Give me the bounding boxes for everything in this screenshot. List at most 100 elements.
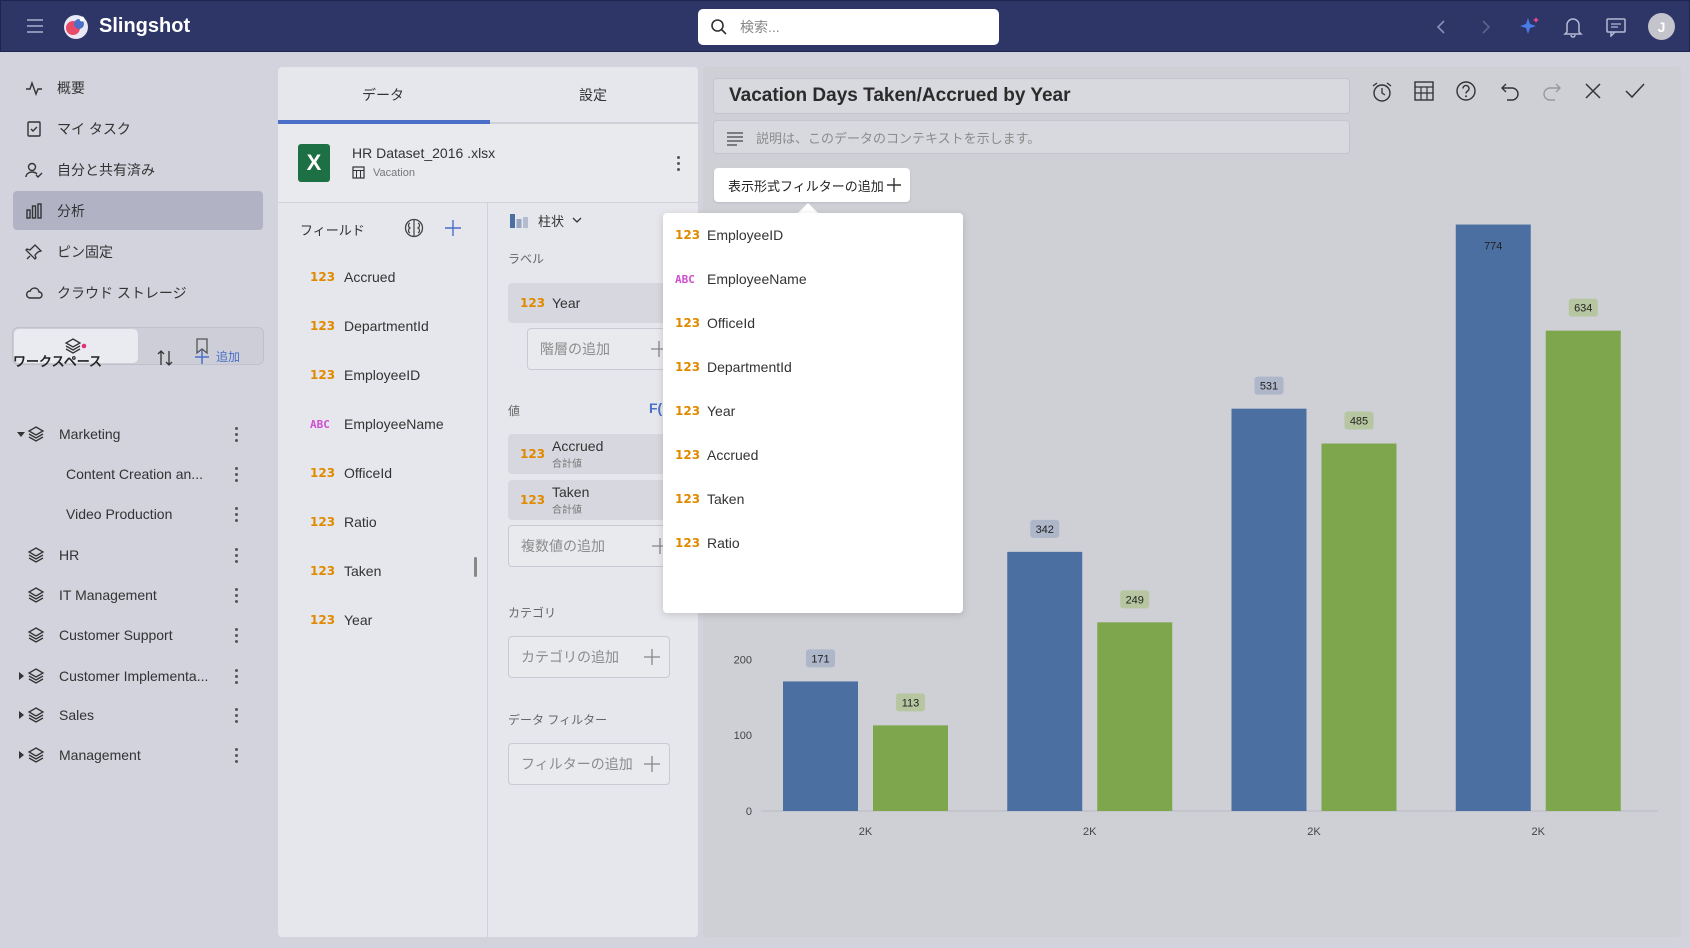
nav-analytics[interactable]: 分析 — [13, 191, 263, 230]
y-tick-label: 100 — [734, 730, 752, 742]
field-item[interactable]: 123 DepartmentId — [310, 314, 429, 338]
field-item[interactable]: ABC EmployeeName — [310, 412, 444, 436]
ai-sparkle-icon[interactable] — [1517, 15, 1541, 39]
brain-icon[interactable] — [403, 217, 425, 239]
bar-taken — [873, 725, 948, 811]
alarm-icon[interactable] — [1369, 79, 1395, 105]
visualization-title-input[interactable]: Vacation Days Taken/Accrued by Year — [713, 78, 1350, 114]
tab-data[interactable]: データ — [362, 87, 404, 103]
chat-icon[interactable] — [1604, 15, 1628, 39]
dropdown-field-item[interactable]: 123 Taken — [675, 487, 744, 511]
more-icon[interactable] — [231, 708, 241, 723]
back-arrow-icon[interactable] — [1429, 15, 1453, 39]
workspaces-toggle[interactable] — [14, 329, 138, 363]
dropdown-field-item[interactable]: ABC EmployeeName — [675, 267, 807, 291]
add-values-button[interactable]: 複数値の追加 — [508, 525, 678, 567]
dropdown-field-item[interactable]: 123 Ratio — [675, 531, 740, 555]
dropdown-field-item[interactable]: 123 EmployeeID — [675, 223, 783, 247]
hamburger-menu-icon[interactable] — [25, 17, 45, 35]
chart-type-selector[interactable]: 柱状 — [508, 210, 582, 230]
forward-arrow-icon[interactable] — [1474, 15, 1498, 39]
add-data-filter-button[interactable]: フィルターの追加 — [508, 743, 670, 785]
notification-bell-icon[interactable] — [1561, 15, 1585, 39]
dataset-more-icon[interactable] — [673, 156, 683, 171]
dropdown-field-item[interactable]: 123 Year — [675, 399, 735, 423]
workspace-item[interactable]: HR — [17, 537, 247, 573]
search-input[interactable]: 検索... — [698, 9, 999, 45]
add-field-icon[interactable] — [443, 218, 463, 238]
close-icon[interactable] — [1583, 81, 1603, 101]
field-item[interactable]: 123 OfficeId — [310, 461, 392, 485]
dropdown-field-item[interactable]: 123 DepartmentId — [675, 355, 792, 379]
field-name: DepartmentId — [344, 318, 429, 334]
workspace-item[interactable]: IT Management — [17, 577, 247, 613]
caret-right-icon[interactable] — [17, 711, 25, 719]
field-item[interactable]: 123 Ratio — [310, 510, 377, 534]
formula-button[interactable]: F( — [649, 400, 663, 416]
nav-overview[interactable]: 概要 — [13, 68, 263, 107]
workspace-item[interactable]: Marketing — [17, 416, 247, 452]
nav-label: 自分と共有済み — [57, 161, 155, 178]
label-field-pill[interactable]: 123 Year — [508, 283, 678, 323]
add-category-button[interactable]: カテゴリの追加 — [508, 636, 670, 678]
data-label: 171 — [811, 653, 829, 665]
number-type-icon: 123 — [310, 466, 336, 480]
value-field-pill-taken[interactable]: 123 Taken 合計値 — [508, 480, 678, 520]
workspace-item[interactable]: Customer Implementa... — [17, 658, 247, 694]
layers-icon — [27, 706, 45, 724]
more-icon[interactable] — [231, 427, 241, 442]
field-item[interactable]: 123 Year — [310, 608, 372, 632]
add-visualization-filter-button[interactable]: 表示形式フィルターの追加 — [714, 168, 910, 202]
value-field-pill-accrued[interactable]: 123 Accrued 合計値 — [508, 434, 678, 474]
caret-down-icon[interactable] — [17, 430, 25, 438]
field-item[interactable]: 123 Taken — [310, 559, 381, 583]
workspace-item[interactable]: Video Production — [66, 496, 246, 532]
more-icon[interactable] — [231, 588, 241, 603]
caret-right-icon[interactable] — [17, 672, 25, 680]
nav-cloud-storage[interactable]: クラウド ストレージ — [13, 273, 263, 312]
dropdown-field-name: EmployeeName — [707, 271, 807, 287]
workspace-item[interactable]: Customer Support — [17, 617, 247, 653]
number-type-icon: 123 — [675, 492, 701, 506]
layers-icon — [64, 337, 88, 355]
user-avatar[interactable]: J — [1648, 13, 1675, 40]
more-icon[interactable] — [231, 628, 241, 643]
nav-shared-with-me[interactable]: 自分と共有済み — [13, 150, 263, 189]
more-icon[interactable] — [231, 548, 241, 563]
plus-icon — [886, 177, 902, 193]
dropdown-field-item[interactable]: 123 OfficeId — [675, 311, 755, 335]
more-icon[interactable] — [231, 669, 241, 684]
redo-icon[interactable] — [1541, 80, 1563, 102]
field-item[interactable]: 123 EmployeeID — [310, 363, 420, 387]
pin-icon — [25, 243, 43, 261]
description-placeholder: 説明は、このデータのコンテキストを示します。 — [756, 130, 1041, 146]
number-type-icon: 123 — [675, 316, 701, 330]
nav-my-tasks[interactable]: マイ タスク — [13, 109, 263, 148]
workspace-item[interactable]: Management — [17, 737, 247, 773]
caret-right-icon[interactable] — [17, 751, 25, 759]
workspace-item[interactable]: Content Creation an... — [66, 456, 246, 492]
field-item[interactable]: 123 Accrued — [310, 265, 395, 289]
dropdown-field-name: DepartmentId — [707, 359, 792, 375]
dropdown-field-item[interactable]: 123 Accrued — [675, 443, 758, 467]
table-view-icon[interactable] — [1413, 80, 1435, 102]
more-icon[interactable] — [231, 467, 241, 482]
add-workspace-button[interactable]: 追加 — [194, 348, 240, 365]
fields-list: フィールド 123 Accrued 123 DepartmentId 123 Employ… — [278, 203, 488, 937]
text-type-icon: ABC — [310, 417, 330, 431]
more-icon[interactable] — [231, 507, 241, 522]
add-hierarchy-button[interactable]: 階層の追加 — [527, 328, 677, 370]
undo-icon[interactable] — [1499, 80, 1521, 102]
help-icon[interactable] — [1455, 80, 1477, 102]
nav-pinned[interactable]: ピン固定 — [13, 232, 263, 271]
bookmarks-toggle[interactable] — [141, 329, 263, 363]
activity-icon — [25, 79, 43, 97]
more-icon[interactable] — [231, 748, 241, 763]
tab-settings[interactable]: 設定 — [579, 87, 607, 103]
sort-icon[interactable] — [155, 348, 175, 368]
confirm-check-icon[interactable] — [1624, 81, 1646, 101]
description-input[interactable]: 説明は、このデータのコンテキストを示します。 — [713, 120, 1350, 154]
workspace-label: Content Creation an... — [66, 466, 203, 482]
panel-resize-handle[interactable] — [474, 557, 477, 577]
workspace-item[interactable]: Sales — [17, 697, 247, 733]
